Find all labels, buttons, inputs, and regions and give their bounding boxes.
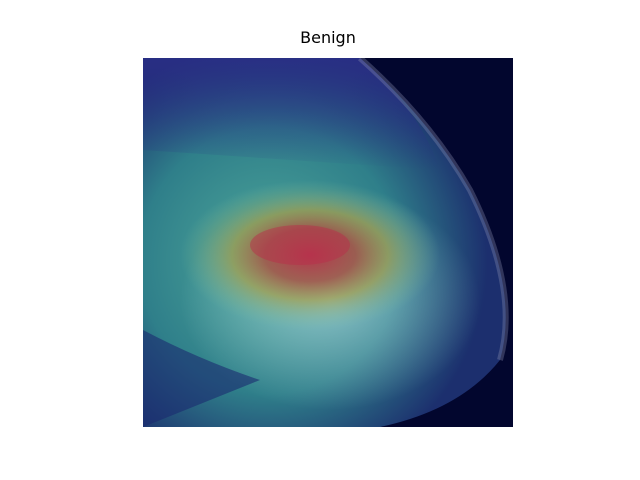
image-title: Benign: [300, 28, 356, 47]
heatmap-image: [143, 58, 513, 427]
